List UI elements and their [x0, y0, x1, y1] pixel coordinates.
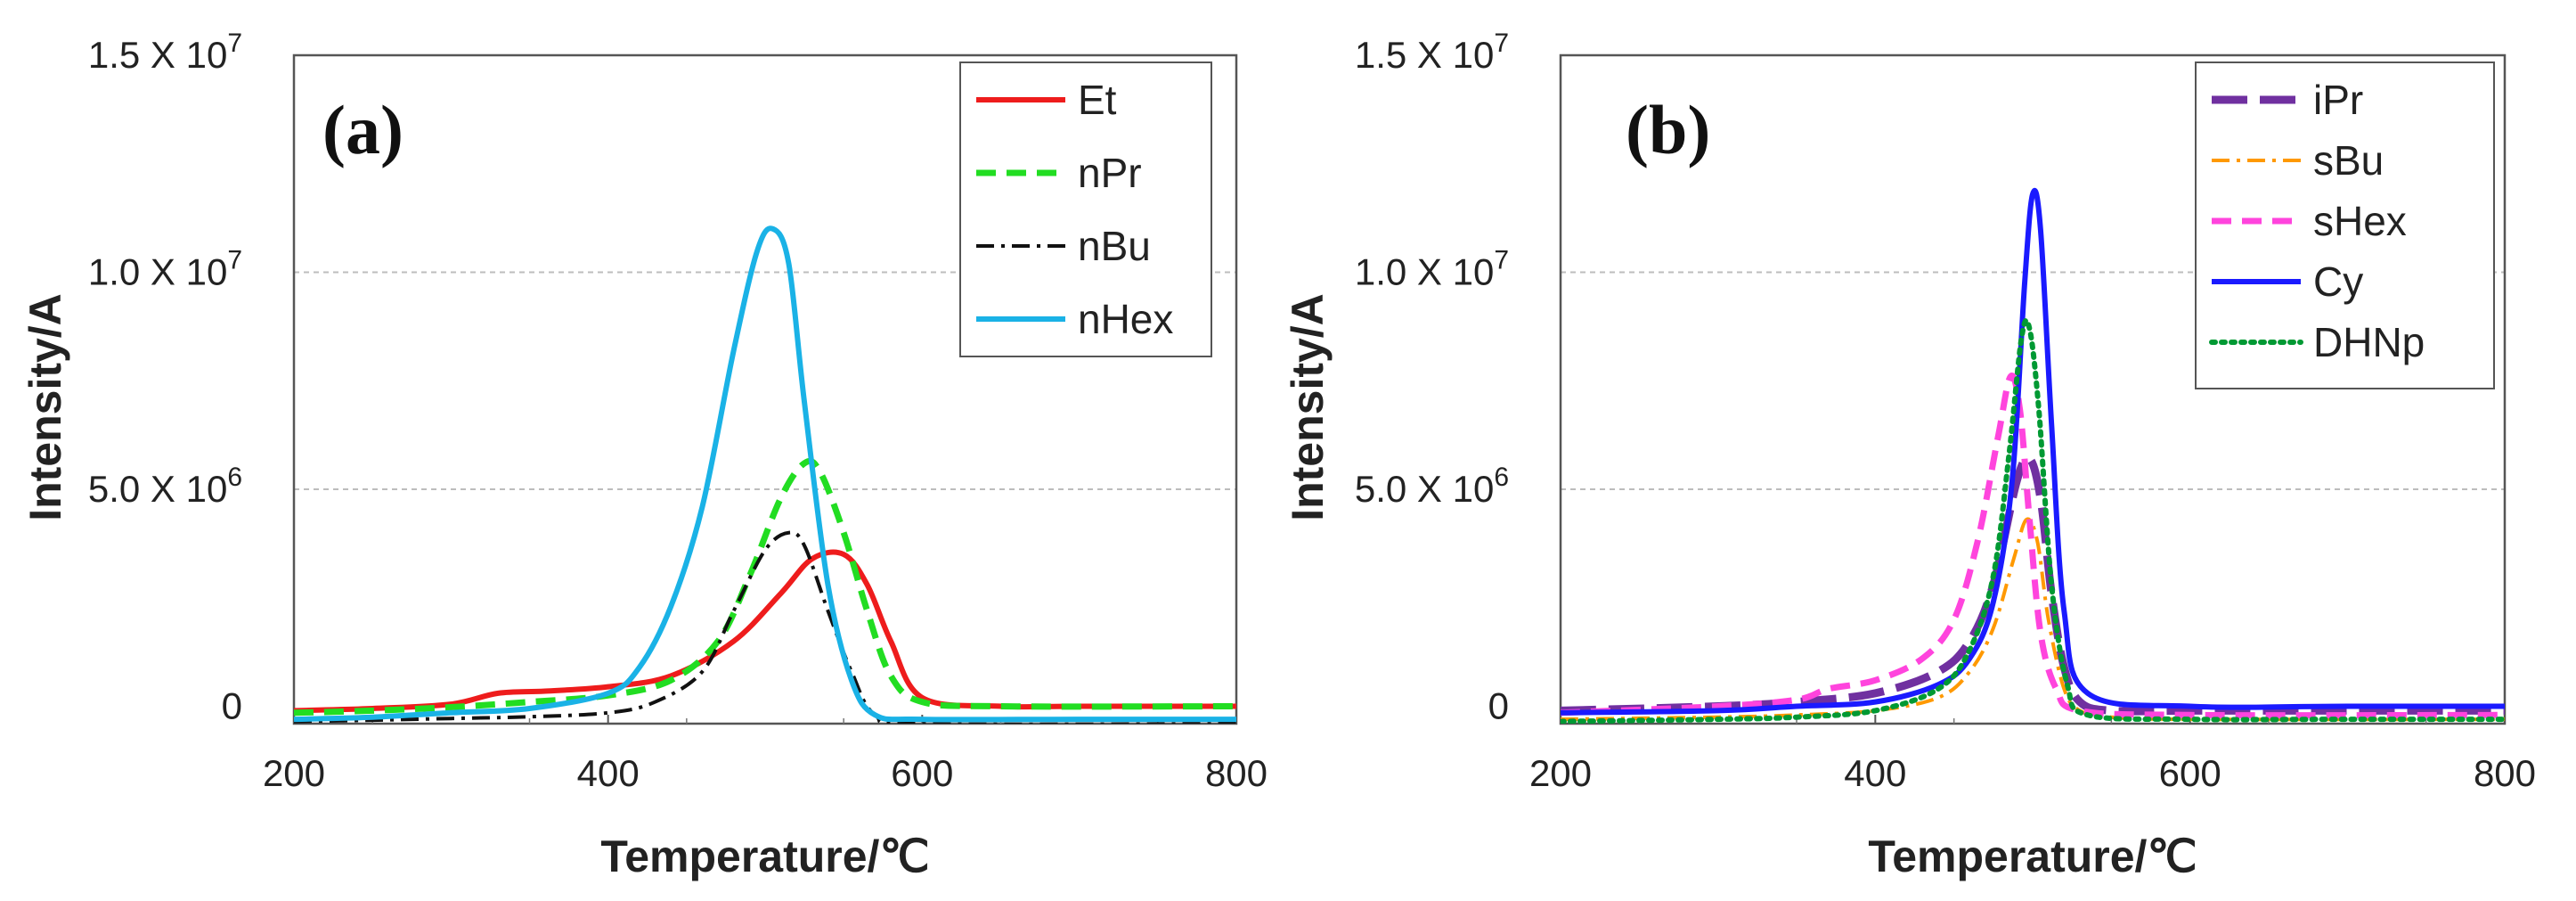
plot-frame [1559, 53, 2507, 725]
y-tick-label-mantissa: 0 [222, 685, 242, 727]
legend-label: nBu [1078, 223, 1151, 269]
y-tick-label: 1.5 X 107 [88, 29, 242, 76]
y-tick-label-exponent: 7 [1494, 246, 1509, 275]
y-tick-label-mantissa: 5.0 X 10 [88, 468, 227, 510]
series-line-Cy [1561, 187, 2505, 716]
y-tick-label: 1.5 X 107 [1355, 29, 1509, 76]
legend-frame [2195, 61, 2495, 389]
legend-label: nPr [1078, 150, 1142, 196]
legend-label: Et [1078, 77, 1117, 123]
x-tick-label: 400 [1844, 752, 1906, 794]
legend-frame [959, 61, 1212, 357]
series-line-nBu [294, 530, 1236, 724]
y-tick-label: 1.0 X 107 [1355, 246, 1509, 293]
y-tick-label: 5.0 X 106 [88, 463, 242, 510]
panel-label: (b) [1626, 91, 1710, 168]
y-axis-title: Intensity/A [20, 293, 70, 521]
x-tick-label: 600 [2159, 752, 2221, 794]
y-tick-label-mantissa: 1.0 X 10 [1355, 251, 1494, 293]
legend-label: iPr [2313, 77, 2363, 123]
x-tick-label: 600 [891, 752, 953, 794]
series-line-nPr [294, 457, 1236, 717]
x-axis-title: Temperature/℃ [1868, 831, 2197, 881]
legend: iPr sBu sHex Cy DHNp [2195, 61, 2495, 389]
y-tick-label-exponent: 6 [227, 463, 242, 492]
x-tick-label: 200 [1529, 752, 1592, 794]
y-tick-label-mantissa: 1.5 X 10 [1355, 34, 1494, 76]
y-tick-label-exponent: 7 [227, 246, 242, 275]
series-group [1561, 187, 2505, 724]
x-tick-label: 400 [577, 752, 640, 794]
y-tick-label: 5.0 X 106 [1355, 463, 1509, 510]
y-tick-label-exponent: 6 [1494, 463, 1509, 492]
y-tick-label-mantissa: 0 [1488, 685, 1509, 727]
y-tick-label-mantissa: 1.5 X 10 [88, 34, 227, 76]
legend-label: Cy [2313, 258, 2363, 305]
plot-frame [292, 53, 1238, 725]
legend-label: DHNp [2313, 319, 2425, 365]
x-tick-label: 800 [2474, 752, 2536, 794]
series-line-Et [294, 549, 1236, 714]
x-axis-title: Temperature/℃ [600, 831, 929, 881]
y-tick-label-mantissa: 5.0 X 10 [1355, 468, 1494, 510]
y-tick-label-mantissa: 1.0 X 10 [88, 251, 227, 293]
legend-label: sHex [2313, 198, 2407, 244]
legend-label: sBu [2313, 137, 2384, 184]
legend: Et nPr nBu nHex [959, 61, 1212, 357]
series-line-sHex [1561, 373, 2505, 719]
legend-label: nHex [1078, 296, 1173, 342]
series-line-nHex [294, 225, 1236, 723]
y-tick-label-exponent: 7 [227, 29, 242, 58]
y-tick-label: 0 [222, 685, 242, 727]
series-line-sBu [1561, 517, 2505, 722]
y-axis-title: Intensity/A [1283, 293, 1333, 521]
series-group [294, 225, 1236, 724]
y-tick-label: 1.0 X 107 [88, 246, 242, 293]
panel-label: (a) [322, 91, 404, 168]
series-line-iPr [1561, 454, 2505, 716]
y-tick-label: 0 [1488, 685, 1509, 727]
series-line-DHNp [1561, 317, 2505, 724]
x-tick-label: 200 [263, 752, 325, 794]
y-tick-label-exponent: 7 [1494, 29, 1509, 58]
x-tick-label: 800 [1205, 752, 1268, 794]
